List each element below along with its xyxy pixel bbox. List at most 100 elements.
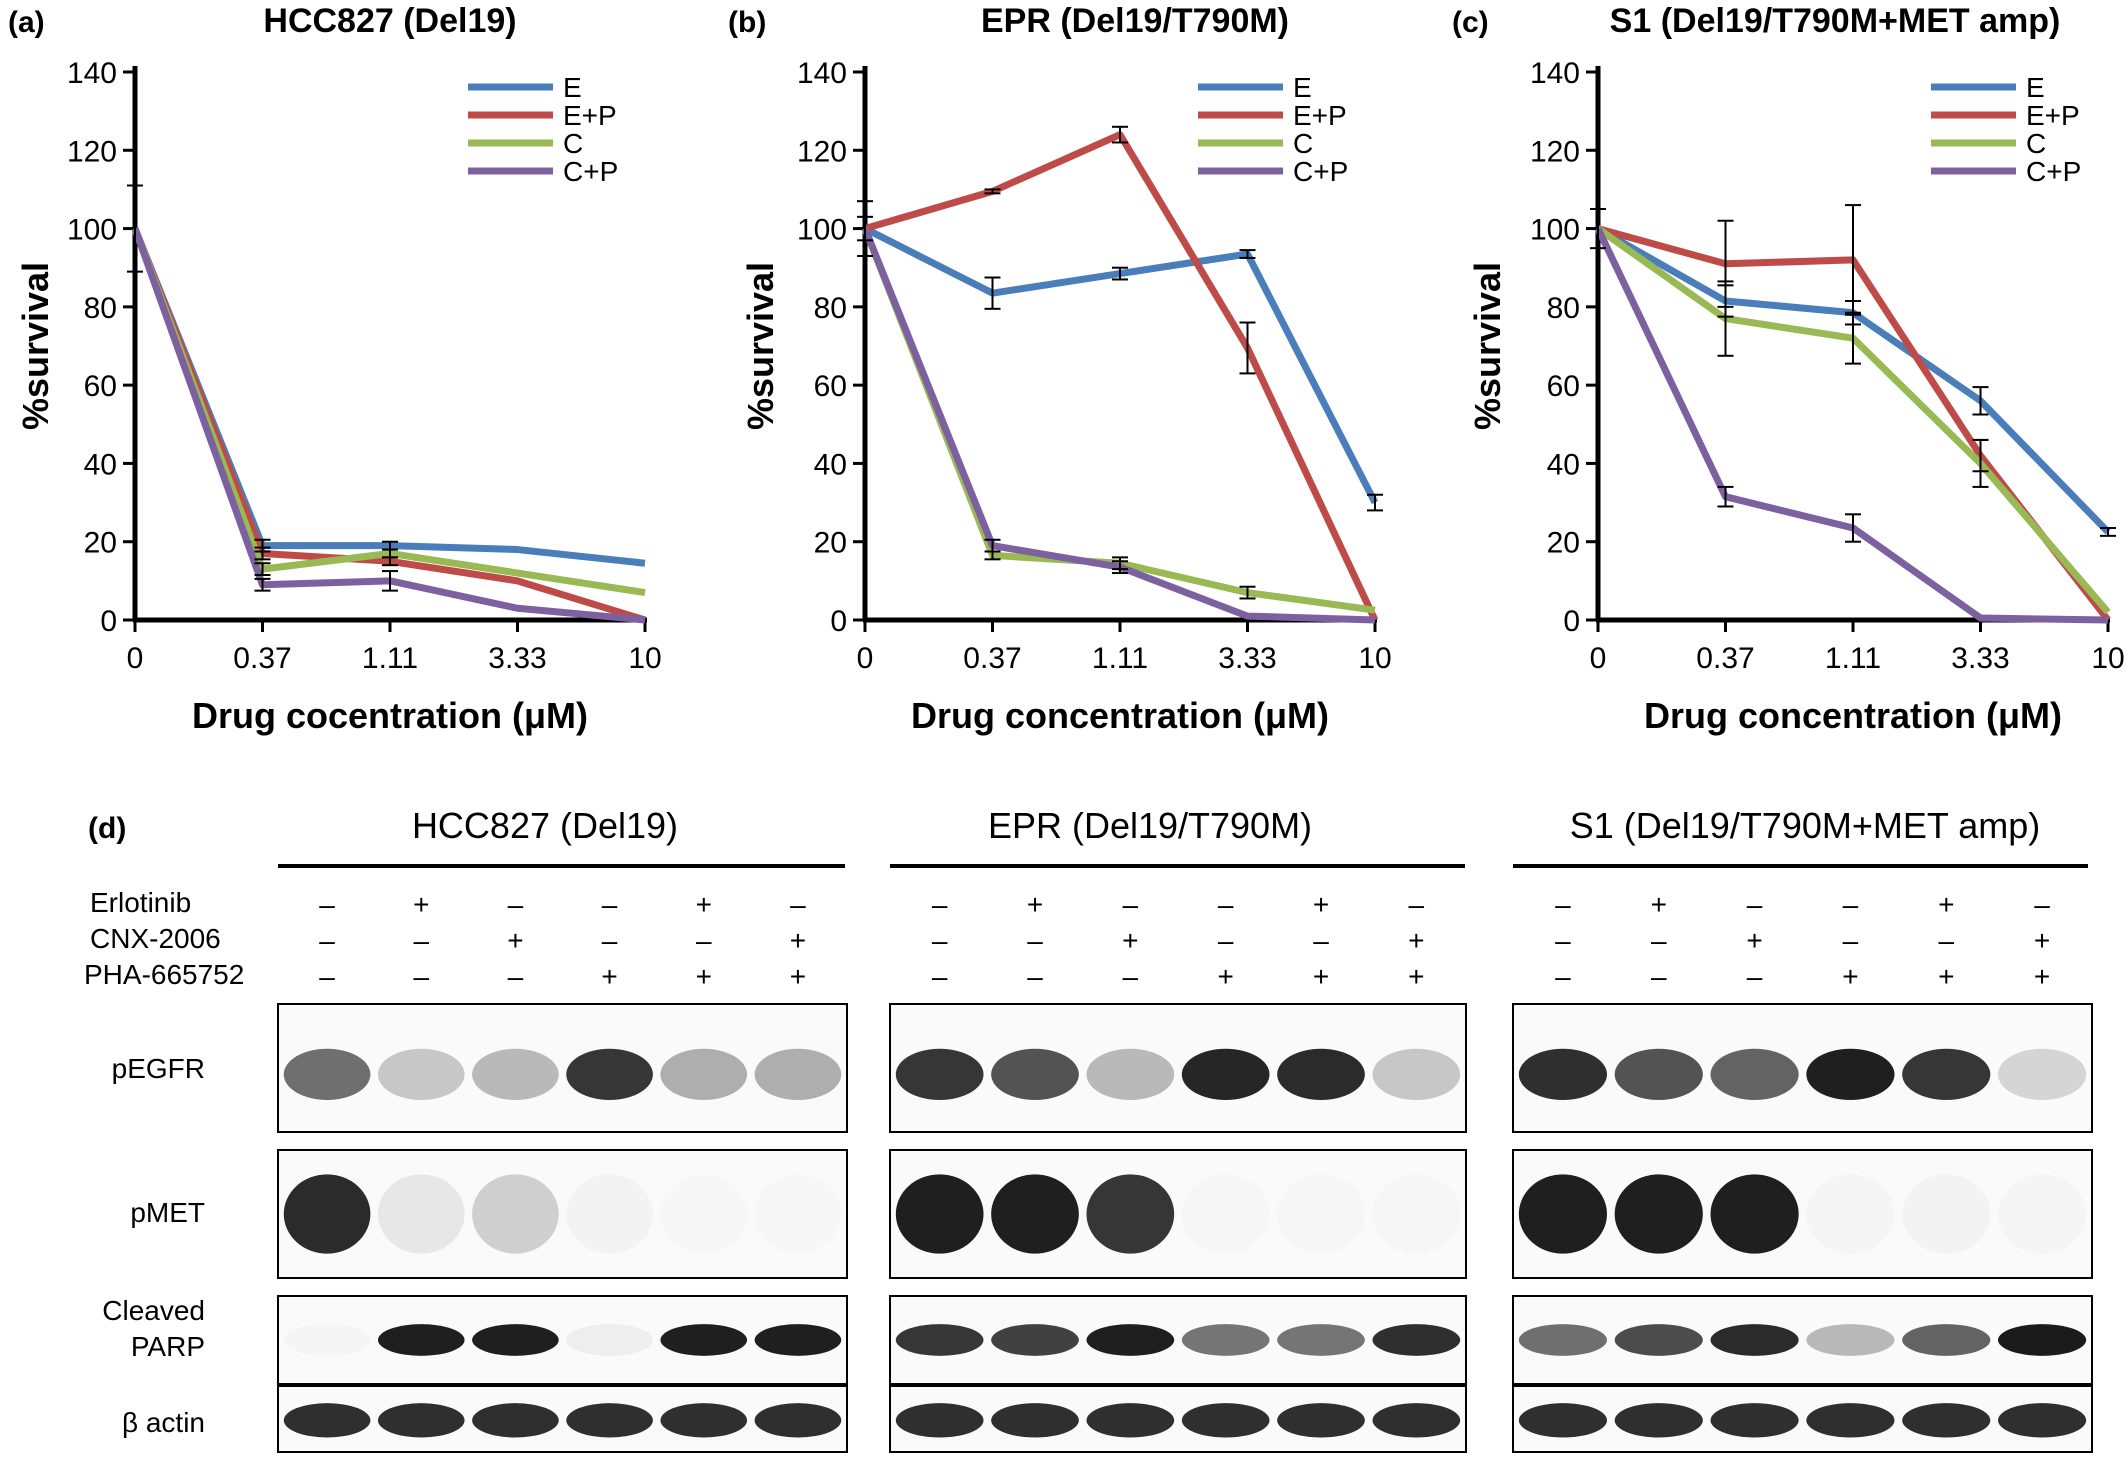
band bbox=[1277, 1174, 1365, 1254]
x-tick-label: 1.11 bbox=[1825, 642, 1881, 675]
treatment-label: PHA-665752 bbox=[84, 959, 244, 990]
x-tick-label: 1.11 bbox=[362, 642, 418, 675]
lane-sign: – bbox=[932, 961, 948, 992]
lane-sign: – bbox=[1747, 889, 1763, 920]
band bbox=[472, 1403, 559, 1438]
legend-label: C bbox=[2026, 128, 2046, 159]
band bbox=[1806, 1403, 1895, 1438]
lane-sign: – bbox=[1843, 889, 1859, 920]
band bbox=[283, 1174, 371, 1254]
lane-sign: – bbox=[1027, 925, 1043, 956]
lane-sign: – bbox=[1218, 925, 1234, 956]
y-axis-label: %survival bbox=[740, 262, 781, 430]
y-tick-label: 0 bbox=[100, 605, 117, 638]
band bbox=[1998, 1403, 2087, 1438]
lane-sign: – bbox=[696, 925, 712, 956]
lane-sign: + bbox=[1938, 889, 1954, 920]
blot-panel: (d) Erlotinib CNX-2006 PHA-665752 pEGFR pMET C… bbox=[84, 805, 2093, 1453]
blot-title: HCC827 (Del19) bbox=[412, 805, 678, 846]
chart-title: HCC827 (Del19) bbox=[263, 2, 516, 40]
x-tick-label: 3.33 bbox=[1951, 642, 2009, 675]
legend-label: C+P bbox=[2026, 156, 2081, 187]
band bbox=[1372, 1048, 1461, 1100]
band bbox=[566, 1048, 653, 1100]
band bbox=[754, 1174, 842, 1254]
band bbox=[1614, 1324, 1703, 1356]
band bbox=[1902, 1324, 1991, 1356]
row-label: pMET bbox=[130, 1197, 205, 1228]
band bbox=[1181, 1403, 1270, 1438]
y-tick-label: 40 bbox=[814, 448, 847, 481]
band bbox=[754, 1048, 842, 1100]
band bbox=[377, 1048, 465, 1100]
y-tick-label: 60 bbox=[84, 370, 117, 403]
blot-box-3 bbox=[277, 1385, 848, 1453]
lane-sign: – bbox=[1843, 925, 1859, 956]
y-axis-label: %survival bbox=[1467, 262, 1508, 430]
blot-title: S1 (Del19/T790M+MET amp) bbox=[1570, 805, 2041, 846]
band bbox=[377, 1174, 465, 1254]
lane-sign: + bbox=[1408, 925, 1424, 956]
lane-sign: – bbox=[1123, 961, 1139, 992]
band bbox=[1614, 1048, 1703, 1100]
blot-box-2 bbox=[1512, 1295, 2093, 1385]
panel-letter: (a) bbox=[8, 6, 45, 39]
band bbox=[1902, 1174, 1991, 1254]
y-tick-label: 120 bbox=[797, 135, 847, 168]
y-tick-label: 20 bbox=[84, 527, 117, 560]
band bbox=[377, 1403, 465, 1438]
y-tick-label: 20 bbox=[1547, 527, 1580, 560]
band bbox=[1181, 1174, 1270, 1254]
lane-sign: + bbox=[1217, 961, 1233, 992]
y-tick-label: 60 bbox=[814, 370, 847, 403]
y-tick-label: 100 bbox=[797, 214, 847, 247]
lane-sign: + bbox=[2034, 925, 2050, 956]
panel-letter: (b) bbox=[728, 6, 766, 39]
row-label: Cleaved bbox=[102, 1295, 205, 1326]
lane-sign: – bbox=[413, 961, 429, 992]
lane-sign: – bbox=[413, 925, 429, 956]
band bbox=[377, 1324, 465, 1356]
band bbox=[660, 1403, 748, 1438]
band bbox=[660, 1324, 748, 1356]
lane-sign: + bbox=[696, 961, 712, 992]
band bbox=[1372, 1403, 1461, 1438]
x-tick-label: 0 bbox=[857, 642, 874, 675]
band bbox=[1614, 1174, 1703, 1254]
band bbox=[1181, 1324, 1270, 1356]
y-tick-label: 20 bbox=[814, 527, 847, 560]
lane-sign: – bbox=[602, 925, 618, 956]
row-label: pEGFR bbox=[112, 1053, 205, 1084]
y-tick-label: 40 bbox=[1547, 448, 1580, 481]
lane-sign: + bbox=[2034, 961, 2050, 992]
panel-letter: (c) bbox=[1452, 6, 1489, 39]
legend-label: E bbox=[2026, 72, 2045, 103]
lane-sign: – bbox=[1123, 889, 1139, 920]
x-axis-label: Drug concentration (μM) bbox=[911, 695, 1329, 736]
y-tick-label: 80 bbox=[84, 292, 117, 325]
blot-box-1 bbox=[889, 1149, 1467, 1279]
band bbox=[1710, 1324, 1799, 1356]
series-line-E+P bbox=[864, 131, 1379, 622]
treatment-label: Erlotinib bbox=[90, 887, 191, 918]
lane-sign: – bbox=[1651, 961, 1667, 992]
y-tick-label: 60 bbox=[1547, 370, 1580, 403]
row-label: β actin bbox=[122, 1407, 205, 1438]
lane-sign: + bbox=[790, 961, 806, 992]
lane-sign: + bbox=[696, 889, 712, 920]
band bbox=[991, 1174, 1079, 1254]
band bbox=[895, 1174, 984, 1254]
blot-box-0 bbox=[889, 1003, 1467, 1133]
blot-cell-line-2: S1 (Del19/T790M+MET amp) – + – – + – – – + – – + – – – +… bbox=[1512, 805, 2093, 1453]
lane-sign: + bbox=[1746, 925, 1762, 956]
band bbox=[1277, 1048, 1365, 1100]
legend-label: E+P bbox=[563, 100, 617, 131]
x-axis-label: Drug cocentration (μM) bbox=[192, 695, 588, 736]
x-tick-label: 3.33 bbox=[1218, 642, 1276, 675]
band bbox=[991, 1324, 1079, 1356]
legend-label: E+P bbox=[1293, 100, 1347, 131]
panel-letter: (d) bbox=[88, 812, 126, 845]
band bbox=[1998, 1324, 2087, 1356]
y-tick-label: 0 bbox=[1563, 605, 1580, 638]
x-tick-label: 10 bbox=[628, 642, 661, 675]
